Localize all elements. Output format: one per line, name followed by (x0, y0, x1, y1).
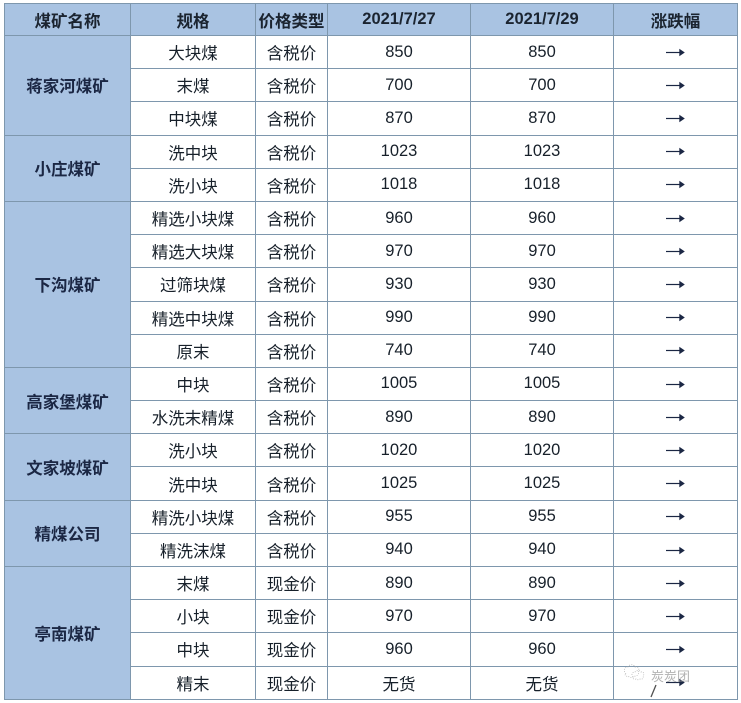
svg-text:炭炭团: 炭炭团 (651, 666, 690, 685)
